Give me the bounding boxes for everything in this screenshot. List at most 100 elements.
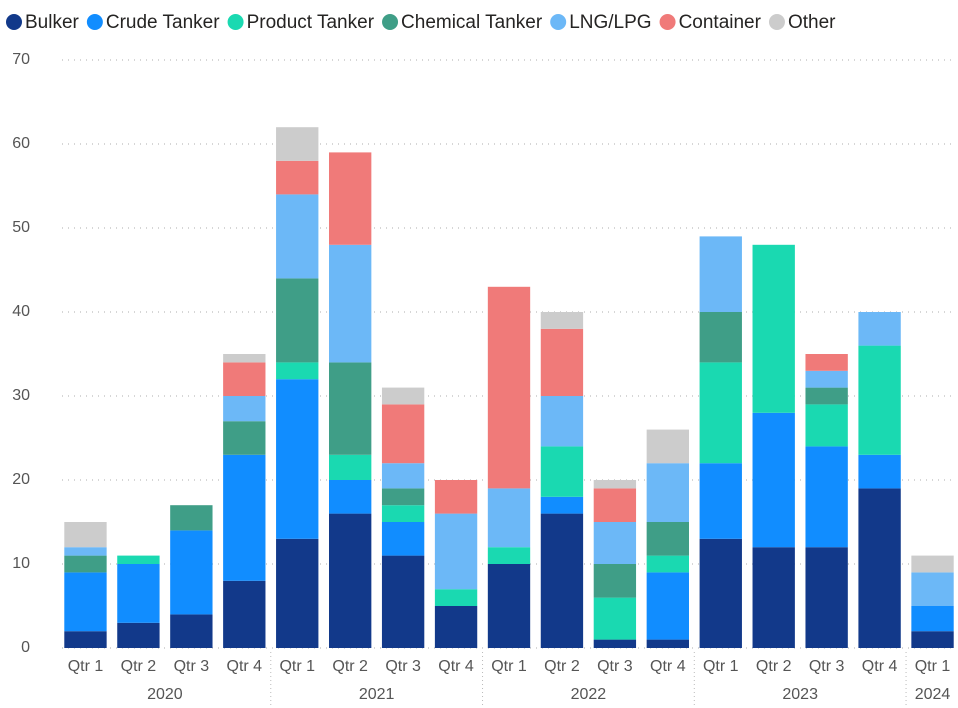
bar-segment [434,480,478,514]
x-tick-label: Qtr 4 [650,658,686,675]
bar-segment [329,480,372,514]
bar-segment [276,379,319,539]
bar-segment [434,589,478,606]
bar-segment [805,354,848,371]
bar-segment [699,463,742,539]
bar-segment [276,278,319,363]
bar-segment [434,513,478,590]
y-tick-label: 40 [12,303,30,320]
bar-segment [540,513,584,648]
legend-label: Product Tanker [247,12,375,33]
bar-segment [64,555,107,573]
bar-segment [699,312,742,363]
bar-segment [117,555,160,564]
bar-segment [540,446,584,497]
x-tick-label: Qtr 1 [915,658,951,675]
x-tick-label: Qtr 1 [491,658,527,675]
legend-marker [86,14,103,30]
bar-segment [381,505,425,522]
legend-label: Container [679,12,762,33]
x-tick-label: Qtr 2 [756,658,792,675]
bar-segment [699,362,742,464]
bar-segment [752,547,795,648]
bar-segment [752,244,795,413]
bar-segment [329,513,372,648]
legend-marker [382,14,399,30]
bar-segment [64,631,107,648]
x-tick-label: Qtr 2 [332,658,368,675]
bar-segment [170,505,213,531]
bar-segment [276,538,319,648]
bar-segment [593,564,637,598]
bar-segment [911,606,954,632]
bar-segment [593,597,637,640]
bar-segment [381,463,425,489]
bar-segment [276,160,319,195]
bar-segment [593,639,637,648]
bar-segment [540,496,584,514]
x-group-label: 2023 [782,686,818,703]
bar-segment [329,454,372,480]
legend-marker [227,14,244,30]
bar-segment [805,370,848,388]
bar-segment [911,631,954,648]
bar-segment [646,555,689,573]
bar-segment [858,345,901,455]
x-tick-label: Qtr 4 [438,658,474,675]
bar-segment [646,522,689,556]
legend-label: Other [788,12,836,33]
x-tick-label: Qtr 2 [121,658,157,675]
bar-segment [487,564,531,648]
bar-segment [487,547,531,564]
bar-segment [223,396,266,422]
bar-segment [858,454,901,489]
bar-segment [646,572,689,640]
bar-segment [593,480,637,489]
bar-segment [381,522,425,556]
legend-label: Crude Tanker [106,12,220,33]
bar-segment [276,194,319,279]
bar-segment [540,328,584,396]
bar-segment [540,312,584,329]
x-group-label: 2024 [915,686,951,703]
y-tick-label: 0 [21,639,30,656]
legend-label: LNG/LPG [569,12,651,33]
bar-segment [223,354,266,363]
bar-segment [487,488,531,548]
bar-segment [858,488,901,648]
bar-segment [276,362,319,380]
bar-segment [64,522,107,548]
bar-segment [329,362,372,455]
bar-segment [329,152,372,245]
bar-segment [752,412,795,548]
y-tick-label: 60 [12,135,30,152]
bar-segment [911,555,954,573]
legend-marker [6,14,22,30]
bar-segment [593,522,637,564]
legend-marker [550,14,567,30]
bar-segment [381,555,425,648]
bar-segment [381,404,425,464]
x-tick-label: Qtr 3 [174,658,210,675]
bar-segment [646,639,689,648]
bar-segment [805,547,848,648]
bar-segment [223,421,266,455]
bar-segment [540,396,584,447]
bar-segment [487,286,531,489]
legend-marker [659,14,676,30]
bar-segment [805,446,848,548]
x-tick-label: Qtr 2 [544,658,580,675]
bar-segment [64,572,107,632]
bar-segment [858,312,901,346]
legend-label: Chemical Tanker [401,12,543,33]
bar-segment [223,580,266,648]
bar-segment [276,127,319,161]
x-tick-label: Qtr 1 [703,658,739,675]
bar-segment [911,572,954,606]
x-tick-label: Qtr 1 [68,658,104,675]
bar-segment [117,564,160,623]
y-tick-label: 10 [12,555,30,572]
x-tick-label: Qtr 4 [862,658,898,675]
y-tick-label: 20 [12,471,30,488]
